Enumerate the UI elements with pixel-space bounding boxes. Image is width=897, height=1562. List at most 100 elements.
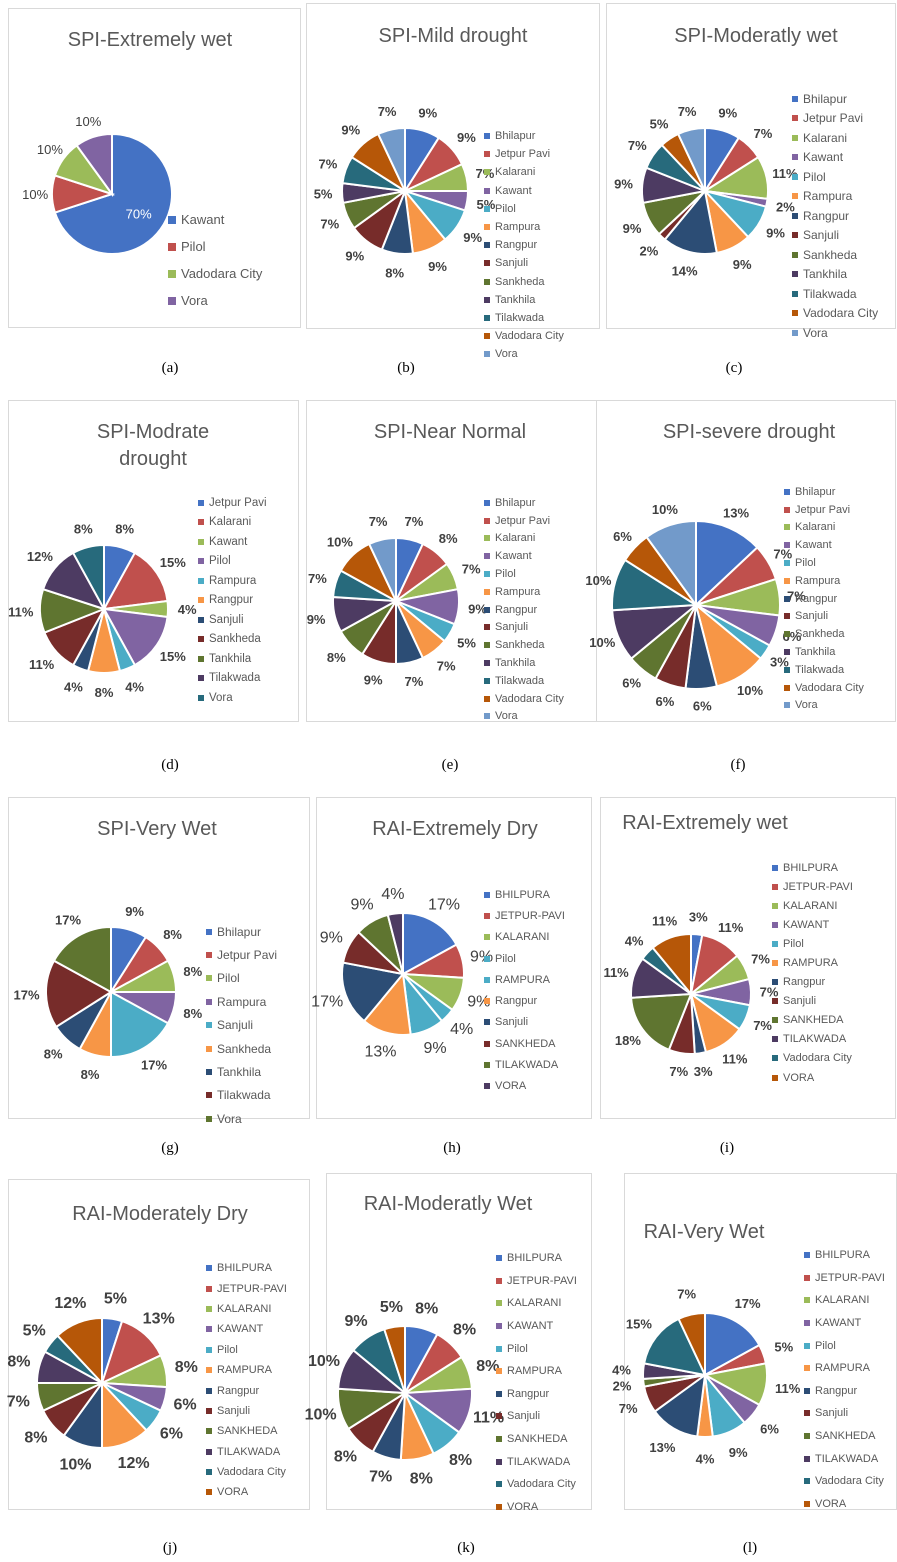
legend-label: Kalarani (795, 521, 836, 534)
legend-label: Tankhila (495, 293, 536, 306)
data-label-i-6: 11% (722, 1052, 748, 1067)
chart-title-g: SPI-Very Wet (97, 818, 217, 840)
legend-label: Rangpur (783, 976, 826, 989)
legend-label: Pilol (795, 557, 816, 570)
legend-item-a-3: Vadodara City (168, 260, 262, 287)
legend-item-j-5: Pilol (206, 1340, 287, 1360)
legend-swatch (484, 695, 490, 702)
legend-swatch (496, 1255, 502, 1262)
panel-caption-b: (b) (397, 360, 415, 376)
legend-item-k-6: RAMPURA (496, 1360, 577, 1383)
data-label-b-6: 9% (428, 259, 447, 274)
legend-label: Sanjuli (495, 621, 529, 634)
legend-item-l-8: Sanjuli (804, 1402, 885, 1425)
legend-item-k-8: Sanjuli (496, 1405, 577, 1428)
data-label-b-13: 7% (378, 104, 397, 119)
data-label-j-8: 8% (24, 1430, 47, 1447)
data-label-g-5: 17% (141, 1058, 167, 1073)
legend-item-e-7: Rangpur (484, 601, 564, 619)
legend-item-l-2: JETPUR-PAVI (804, 1267, 885, 1290)
data-label-b-11: 7% (319, 156, 338, 171)
legend-swatch (484, 351, 490, 358)
legend-swatch (206, 1069, 212, 1076)
data-label-g-8: 17% (13, 988, 39, 1003)
legend-item-b-2: Jetpur Pavi (484, 145, 564, 163)
legend-item-b-6: Rampura (484, 218, 564, 236)
data-label-j-1: 5% (104, 1290, 127, 1307)
legend-label: Jetpur Pavi (217, 948, 278, 963)
panel-caption-c: (c) (725, 360, 743, 376)
legend-swatch (484, 333, 490, 340)
legend-item-b-1: Bhilapur (484, 127, 564, 145)
data-label-h-4: 4% (450, 1021, 473, 1038)
legend-item-h-8: SANKHEDA (484, 1033, 565, 1054)
legend-g: Bhilapur Jetpur Pavi Pilol Rampura Sanjuli Sa… (206, 920, 277, 1131)
data-label-g-9: 17% (55, 912, 81, 927)
legend-swatch (804, 1433, 810, 1440)
legend-label: SANKHEDA (815, 1430, 876, 1443)
legend-item-j-12: VORA (206, 1482, 287, 1502)
legend-swatch (206, 1285, 212, 1292)
legend-item-l-6: RAMPURA (804, 1357, 885, 1380)
legend-item-k-5: Pilol (496, 1337, 577, 1360)
legend-swatch (168, 269, 176, 278)
legend-swatch (804, 1297, 810, 1304)
legend-item-f-13: Vora (784, 697, 864, 715)
legend-label: Rangpur (495, 603, 538, 616)
chart-panel-d (8, 400, 299, 722)
legend-label: Tankhila (795, 646, 836, 659)
legend-item-a-1: Kawant (168, 206, 262, 233)
legend-label: Tilakwada (795, 663, 845, 676)
panel-caption-j: (j) (162, 1540, 178, 1556)
legend-swatch (198, 616, 204, 623)
data-label-d-5: 4% (125, 679, 144, 694)
chart-title-d: drought (119, 448, 187, 470)
panel-caption-k: (k) (457, 1540, 475, 1556)
legend-label: Pilol (815, 1339, 836, 1352)
data-label-d-9: 11% (8, 605, 34, 620)
legend-swatch (484, 151, 490, 158)
legend-swatch (784, 577, 790, 584)
panel-caption-a: (a) (161, 360, 179, 376)
data-label-f-6: 10% (737, 683, 763, 698)
legend-swatch (484, 205, 490, 212)
legend-label: Bhilapur (803, 91, 848, 106)
legend-item-h-2: JETPUR-PAVI (484, 905, 565, 926)
legend-swatch (484, 934, 490, 941)
legend-swatch (804, 1500, 810, 1507)
legend-swatch (198, 499, 204, 506)
data-label-e-3: 7% (462, 562, 481, 577)
legend-label: KALARANI (217, 1302, 272, 1315)
legend-item-d-5: Rampura (198, 571, 267, 591)
legend-swatch (206, 1022, 212, 1029)
legend-label: Rampura (209, 574, 257, 587)
legend-label: Tankhila (209, 652, 252, 665)
legend-swatch (484, 517, 490, 524)
data-label-g-6: 8% (81, 1067, 100, 1082)
legend-swatch (804, 1410, 810, 1417)
data-label-a-3: 10% (37, 142, 63, 157)
legend-label: Tilakwada (803, 286, 857, 301)
legend-swatch (206, 1367, 212, 1374)
legend-label: Jetpur Pavi (209, 496, 267, 509)
legend-label: KAWANT (815, 1317, 862, 1330)
legend-label: KALARANI (507, 1297, 562, 1310)
legend-label: RAMPURA (507, 1365, 563, 1378)
pie-slice-l-11 (642, 1317, 707, 1377)
data-label-k-9: 10% (305, 1407, 337, 1424)
pie-c: 9%7%11%2%9%9%14%2%9%9%7%5%7% (614, 104, 798, 278)
pie-j: 5% 13% 8% 6% 6% 12% 10% 8% 7% 8% 5% 12% (7, 1290, 198, 1473)
data-label-b-7: 8% (385, 265, 404, 280)
data-label-i-7: 3% (694, 1064, 713, 1079)
legend-label: Vadodara City (495, 692, 564, 705)
legend-label: Kawant (209, 535, 248, 548)
data-label-j-4: 6% (174, 1396, 197, 1413)
pie-slice-e-13 (367, 536, 397, 602)
legend-swatch (496, 1503, 502, 1510)
data-label-d-7: 4% (64, 679, 83, 694)
legend-label: Kalarani (209, 516, 252, 529)
legend-label: SANKHEDA (217, 1425, 278, 1438)
legend-swatch (772, 864, 778, 871)
legend-label: Pilol (495, 952, 516, 965)
legend-item-e-11: Tilakwada (484, 672, 564, 690)
